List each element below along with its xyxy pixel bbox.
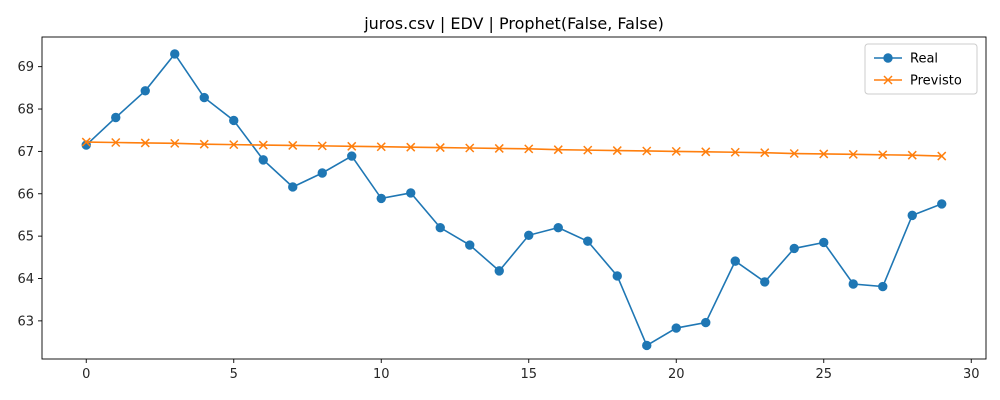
data-point-real [111, 112, 121, 123]
data-point-real [81, 140, 91, 150]
data-point-real [789, 243, 799, 254]
data-point-previsto [730, 147, 740, 157]
y-tick-label: 66 [17, 187, 34, 202]
data-point-real [878, 281, 888, 292]
data-point-previsto [170, 138, 180, 148]
data-point-previsto [288, 140, 298, 150]
series-line-real [85, 52, 943, 347]
data-point-previsto [406, 142, 416, 152]
data-point-previsto [760, 148, 770, 158]
y-tick-label: 67 [17, 145, 34, 160]
data-point-previsto [376, 142, 386, 152]
chart-title: juros.csv | EDV | Prophet(False, False) [363, 14, 664, 33]
data-point-real [671, 323, 681, 333]
data-point-real [553, 222, 563, 233]
data-point-previsto [524, 144, 534, 154]
data-point-real [406, 188, 416, 198]
data-point-real [288, 182, 298, 192]
data-point-real [937, 199, 947, 209]
data-point-real [317, 168, 327, 178]
data-point-previsto [465, 143, 475, 153]
data-point-previsto [612, 146, 622, 156]
legend-label-previsto: Previsto [910, 74, 962, 89]
data-point-previsto [435, 143, 445, 153]
data-point-real [701, 317, 711, 328]
data-point-real [819, 237, 829, 248]
legend: Real Previsto [864, 43, 978, 95]
data-point-real [376, 193, 386, 204]
data-point-real [229, 115, 239, 126]
data-point-real [760, 277, 770, 287]
data-point-previsto [140, 138, 150, 148]
data-point-real [465, 240, 475, 250]
data-point-real [524, 230, 534, 240]
data-point-previsto [199, 139, 209, 149]
data-point-previsto [642, 146, 652, 156]
data-point-previsto [347, 141, 357, 151]
data-point-real [907, 210, 917, 221]
x-tick-label: 20 [668, 367, 685, 382]
data-point-previsto [878, 150, 888, 160]
data-point-previsto [111, 137, 121, 148]
data-point-real [435, 222, 445, 233]
legend-label-real: Real [910, 52, 938, 67]
axes-frame [41, 36, 987, 360]
data-point-real [848, 279, 858, 289]
series-line-previsto [86, 141, 942, 157]
data-point-previsto [937, 151, 947, 161]
plot-area: 0 5 10 15 20 25 30 63 64 65 66 67 68 69 [17, 36, 987, 382]
y-tick-label: 65 [17, 230, 34, 245]
data-point-real [494, 266, 504, 276]
y-tick-label: 64 [17, 272, 34, 287]
data-point-previsto [701, 147, 711, 157]
data-point-previsto [229, 140, 239, 150]
data-point-previsto [494, 143, 504, 153]
data-point-real [170, 49, 180, 59]
data-point-previsto [583, 145, 593, 155]
data-point-real [612, 271, 622, 281]
x-tick-label: 30 [963, 367, 980, 382]
data-point-real [199, 92, 209, 103]
x-tick-label: 0 [82, 367, 90, 382]
data-point-previsto [81, 137, 91, 147]
x-tick-label: 15 [520, 367, 537, 382]
data-point-real [140, 86, 150, 96]
x-tick-label: 25 [815, 367, 832, 382]
data-point-real [258, 155, 268, 165]
data-point-previsto [789, 148, 799, 159]
y-tick-label: 63 [17, 314, 34, 329]
data-point-real [347, 151, 357, 161]
data-point-previsto [819, 149, 829, 159]
legend-marker-real [883, 53, 893, 63]
data-point-previsto [553, 145, 563, 155]
x-tick-label: 10 [373, 367, 390, 382]
legend-box [864, 43, 978, 95]
data-point-previsto [317, 141, 327, 151]
data-point-previsto [848, 149, 858, 159]
y-tick-label: 68 [17, 103, 34, 118]
y-tick-label: 69 [17, 60, 34, 75]
data-point-previsto [671, 146, 681, 156]
data-point-previsto [258, 140, 268, 150]
data-point-real [730, 256, 740, 266]
x-tick-label: 5 [230, 367, 238, 382]
data-point-previsto [907, 150, 917, 160]
legend-marker-previsto [883, 75, 893, 85]
data-point-real [642, 340, 652, 351]
data-point-real [583, 236, 593, 246]
